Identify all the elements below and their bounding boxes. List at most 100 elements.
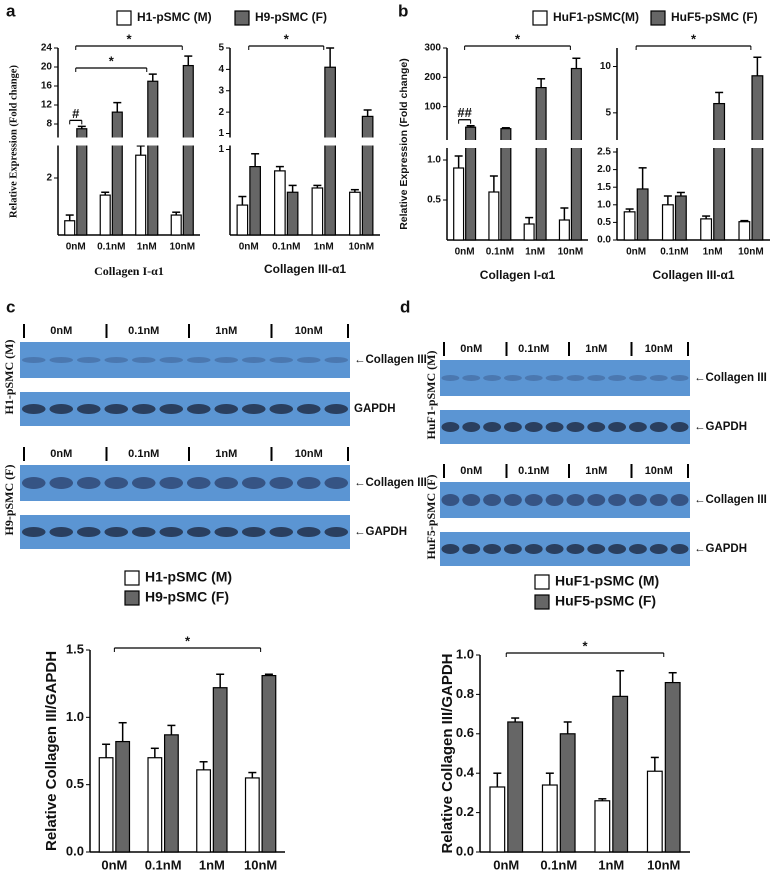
- y-axis-title: Relative Collagen III/GAPDH: [43, 651, 60, 851]
- lane-label: 0nM: [460, 343, 482, 355]
- blot-band: [608, 375, 627, 381]
- y-tick-label: 2.0: [597, 164, 611, 175]
- y-tick-label: 0.0: [456, 843, 474, 858]
- blot-band: [104, 477, 129, 489]
- band-label: ←GAPDH: [694, 421, 747, 433]
- bar: [523, 223, 535, 241]
- bar: [115, 740, 131, 853]
- blot-band: [524, 494, 543, 506]
- bar: [111, 111, 123, 236]
- blot-strip: [440, 360, 690, 396]
- blot-band: [159, 527, 184, 537]
- blot-band: [483, 422, 502, 432]
- bar: [700, 218, 713, 241]
- legend-swatch: [650, 10, 666, 26]
- x-tick-label: 0nM: [101, 857, 127, 871]
- blot-band: [21, 357, 46, 363]
- blot-band: [608, 544, 627, 554]
- significance-mark: *: [109, 53, 115, 68]
- blot-band: [649, 494, 668, 506]
- blot-band: [462, 422, 481, 432]
- y-tick-label: 1.0: [456, 646, 474, 661]
- lane-label: 10nM: [295, 325, 323, 337]
- blot-band: [587, 494, 606, 506]
- blot-band: [76, 404, 101, 414]
- legend-label: H1-pSMC (M): [145, 569, 232, 585]
- blot-strip: [20, 342, 350, 378]
- blot-band: [104, 527, 129, 537]
- blot-band: [566, 494, 585, 506]
- bar: [64, 220, 76, 236]
- y-axis-title: Relative Expression (Fold change): [398, 58, 410, 230]
- legend-swatch: [116, 10, 132, 26]
- y-tick-label: 1: [218, 128, 224, 139]
- blot-band: [587, 422, 606, 432]
- bar: [541, 784, 558, 853]
- legend-label: HuF5-pSMC (F): [555, 593, 656, 609]
- x-tick-label: 1nM: [525, 247, 545, 258]
- blot-band: [296, 477, 321, 489]
- blot-band: [131, 404, 156, 414]
- blot-band: [545, 544, 564, 554]
- x-tick-label: 1nM: [314, 242, 334, 253]
- x-axis-title: Collagen I-α1: [94, 264, 164, 278]
- x-tick-label: 10nM: [738, 247, 764, 258]
- blot-band: [628, 494, 647, 506]
- band-label: ←GAPDH: [694, 543, 747, 555]
- y-tick-label: 16: [41, 81, 53, 92]
- legend-label: HuF1-pSMC (M): [555, 573, 659, 589]
- bar: [751, 75, 764, 241]
- blot-band: [462, 544, 481, 554]
- bar: [713, 102, 726, 241]
- lane-label: 0nM: [50, 325, 72, 337]
- y-tick-label: 0.8: [456, 686, 474, 701]
- blot-band: [324, 357, 349, 363]
- blot-band: [670, 375, 689, 381]
- blot-band: [649, 375, 668, 381]
- blot-band: [503, 422, 522, 432]
- y-tick-label: 2: [46, 173, 52, 184]
- blot-band: [241, 477, 266, 489]
- x-tick-label: 0nM: [66, 242, 86, 253]
- significance-mark: *: [582, 638, 588, 653]
- x-tick-label: 0nM: [455, 247, 475, 258]
- band-label: ←Collagen III: [694, 494, 767, 506]
- bar: [163, 734, 179, 853]
- blot-band: [131, 527, 156, 537]
- lane-label: 0.1nM: [518, 343, 549, 355]
- sample-label: HuF1-pSMC (M): [424, 351, 438, 440]
- y-tick-label: 0.0: [597, 235, 611, 246]
- y-axis-title: Relative Collagen III/GAPDH: [439, 653, 456, 853]
- legend-label: H9-pSMC (F): [145, 589, 229, 605]
- legend-label: H9-pSMC (F): [255, 10, 327, 24]
- blot-band: [186, 477, 211, 489]
- blot-band: [76, 357, 101, 363]
- y-tick-label: 20: [41, 62, 53, 73]
- blot-band: [524, 375, 543, 381]
- y-tick-label: 0.4: [456, 765, 475, 780]
- band-label: GAPDH: [354, 403, 396, 415]
- bar: [489, 786, 506, 853]
- x-tick-label: 1nM: [199, 857, 225, 871]
- blot-band: [186, 357, 211, 363]
- x-tick-label: 10nM: [244, 857, 277, 871]
- bar: [170, 214, 182, 236]
- x-axis-title: Collagen I-α1: [480, 268, 556, 282]
- panel-label: a: [6, 1, 16, 20]
- y-tick-label: 10: [600, 61, 612, 72]
- blot-band: [76, 477, 101, 489]
- y-tick-label: 0.6: [456, 725, 474, 740]
- legend-swatch: [534, 594, 550, 610]
- blot-band: [483, 375, 502, 381]
- y-tick-label: 12: [41, 100, 53, 111]
- legend-swatch: [234, 10, 250, 26]
- y-tick-label: 3: [218, 85, 224, 96]
- blot-band: [296, 527, 321, 537]
- axis-break: [439, 140, 590, 148]
- blot-strip: [440, 532, 690, 566]
- y-tick-label: 2: [218, 107, 224, 118]
- y-tick-label: 1.0: [66, 709, 84, 724]
- blot-strip: [20, 465, 350, 501]
- bar: [488, 191, 500, 241]
